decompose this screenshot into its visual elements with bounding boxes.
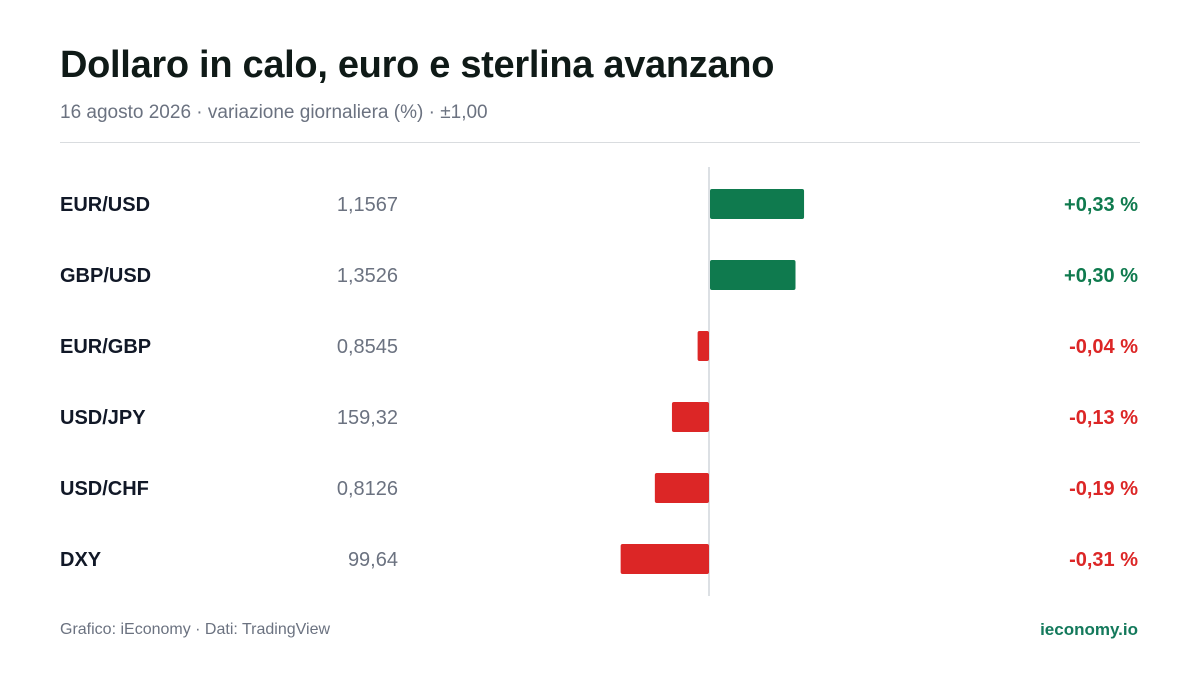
value-label: +0,33 % <box>1064 194 1138 216</box>
price-label: 0,8126 <box>337 478 398 500</box>
category-label: DXY <box>60 549 102 571</box>
price-label: 0,8545 <box>337 336 398 358</box>
bar <box>710 189 805 219</box>
value-label: -0,13 % <box>1069 407 1138 429</box>
header-divider <box>60 142 1140 143</box>
bar <box>671 402 709 432</box>
category-label: EUR/GBP <box>60 336 151 358</box>
bar <box>654 473 709 503</box>
price-label: 1,3526 <box>337 265 398 287</box>
price-label: 1,1567 <box>337 194 398 216</box>
category-label: USD/CHF <box>60 478 149 500</box>
category-label: EUR/USD <box>60 194 150 216</box>
value-label: +0,30 % <box>1064 265 1138 287</box>
value-label: -0,31 % <box>1069 549 1138 571</box>
price-label: 159,32 <box>337 407 398 429</box>
price-label: 99,64 <box>348 549 398 571</box>
value-label: -0,04 % <box>1069 336 1138 358</box>
chart-title: Dollaro in calo, euro e sterlina avanzan… <box>60 44 775 86</box>
site-link[interactable]: ieconomy.io <box>1040 620 1138 639</box>
bar <box>620 544 709 574</box>
source-credit: Grafico: iEconomy · Dati: TradingView <box>60 621 331 638</box>
category-label: GBP/USD <box>60 265 151 287</box>
category-label: USD/JPY <box>60 407 146 429</box>
chart-subtitle: 16 agosto 2026 · variazione giornaliera … <box>60 102 488 123</box>
bar <box>710 260 796 290</box>
value-label: -0,19 % <box>1069 478 1138 500</box>
bar <box>697 331 709 361</box>
